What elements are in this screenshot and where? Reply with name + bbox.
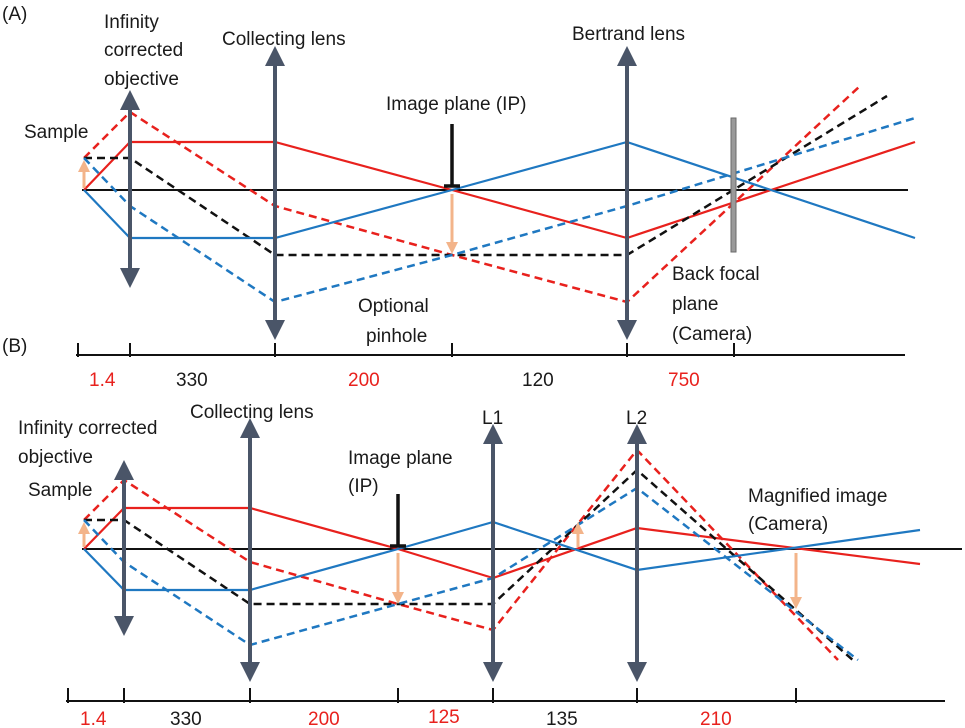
- panel-label-a: (A): [2, 4, 27, 25]
- distance-b-5: 135: [546, 709, 578, 728]
- magnified-label-b-line1: Magnified image: [748, 486, 887, 507]
- l2-label-b: L2: [626, 408, 647, 429]
- objective-label-b-line2: objective: [18, 447, 93, 468]
- objective-label-a-line2: corrected: [104, 40, 183, 61]
- image-plane-label-b-line2: (IP): [348, 476, 379, 497]
- distance-b-2: 330: [170, 709, 202, 728]
- panel-a: (A) Infinity corrected objective Sample …: [2, 4, 916, 391]
- distance-b-3: 200: [308, 709, 340, 728]
- distance-ticks-b: [67, 688, 797, 703]
- sample-label-b: Sample: [28, 480, 92, 501]
- ray-black-dashed-b: [84, 468, 856, 663]
- sample-label-a: Sample: [24, 122, 88, 143]
- l1-label-b: L1: [482, 408, 503, 429]
- collecting-lens-label-a: Collecting lens: [222, 29, 346, 50]
- magnified-label-b-line2: (Camera): [748, 514, 828, 535]
- distance-a-2: 330: [176, 370, 208, 391]
- collecting-lens-label-b: Collecting lens: [190, 402, 314, 423]
- distance-a-3: 200: [348, 370, 380, 391]
- panel-label-b: (B): [2, 336, 27, 357]
- bfp-label-a-line3: (Camera): [672, 324, 752, 345]
- pinhole-label-a-line2: pinhole: [366, 326, 427, 347]
- ray-blue-dashed-b: [83, 486, 859, 661]
- distance-b-6: 210: [700, 709, 732, 728]
- objective-label-a-line3: objective: [104, 69, 179, 90]
- image-plane-label-a: Image plane (IP): [386, 94, 526, 115]
- back-focal-plane-a: [730, 117, 737, 253]
- ray-black-dashed-a: [84, 94, 888, 257]
- distance-a-4: 120: [522, 370, 554, 391]
- objective-label-b-line1: Infinity corrected: [18, 418, 157, 439]
- bfp-label-a-line1: Back focal: [672, 264, 760, 285]
- bertrand-lens-label-a: Bertrand lens: [572, 24, 685, 45]
- bfp-label-a-line2: plane: [672, 294, 719, 315]
- distance-a-1: 1.4: [89, 370, 116, 391]
- image-plane-label-b-line1: Image plane: [348, 448, 453, 469]
- distance-b-4: 125: [428, 707, 460, 728]
- distance-a-5: 750: [668, 370, 700, 391]
- distance-b-1: 1.4: [80, 709, 107, 728]
- panel-b: (B) Infinity corrected objective Sample …: [2, 336, 962, 728]
- distance-ticks-a: [77, 343, 735, 357]
- ray-blue-dashed-a: [83, 116, 916, 304]
- objective-label-a-line1: Infinity: [104, 12, 159, 33]
- pinhole-label-a-line1: Optional: [358, 296, 429, 317]
